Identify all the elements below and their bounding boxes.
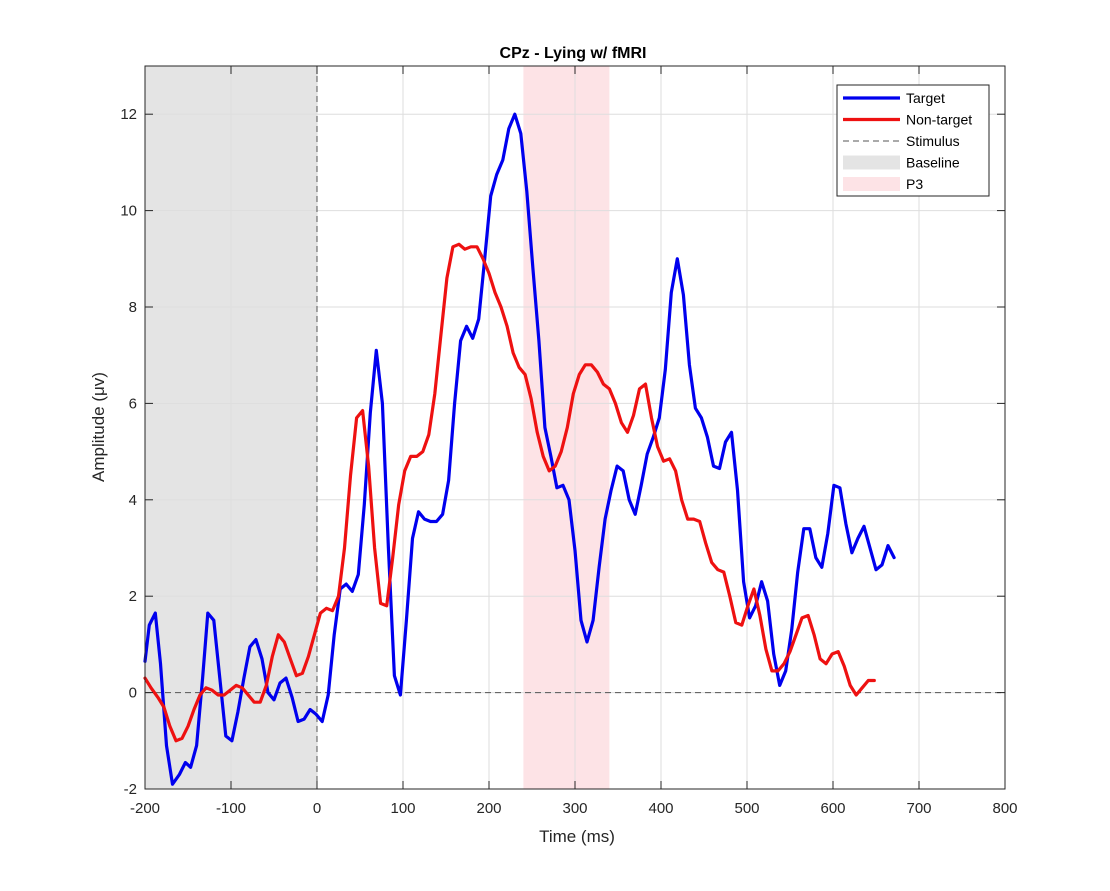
x-tick-label: -100 — [216, 800, 246, 817]
legend-label: Target — [906, 90, 945, 106]
y-tick-label: 2 — [129, 588, 137, 605]
chart-title: CPz - Lying w/ fMRI — [500, 45, 647, 62]
legend-swatch-patch — [843, 155, 900, 170]
legend-item: P3 — [843, 176, 923, 192]
series-nontarget-line — [143, 242, 876, 743]
y-tick-label: 0 — [129, 685, 137, 702]
legend-item: Stimulus — [843, 133, 960, 149]
legend-label: Baseline — [906, 155, 960, 171]
y-axis-title: Amplitude (μv) — [89, 372, 108, 482]
y-tick-label: 12 — [120, 106, 137, 123]
legend-label: Stimulus — [906, 133, 960, 149]
x-tick-label: 700 — [906, 800, 931, 817]
legend-item: Target — [843, 90, 945, 106]
x-tick-label: 200 — [476, 800, 501, 817]
x-tick-label: 100 — [390, 800, 415, 817]
y-tick-label: 6 — [129, 395, 137, 412]
y-tick-label: 8 — [129, 299, 137, 316]
legend-swatch-patch — [843, 177, 900, 191]
y-tick-label: 10 — [120, 203, 137, 220]
legend: Target Non-target Stimulus Baseline P3 — [836, 84, 990, 197]
x-tick-label: 500 — [734, 800, 759, 817]
x-tick-label: 800 — [992, 800, 1017, 817]
y-tick-label: -2 — [124, 781, 137, 798]
y-tick-label: 4 — [129, 492, 137, 509]
legend-label: Non-target — [906, 112, 972, 128]
x-tick-label: 400 — [648, 800, 673, 817]
x-tick-label: -200 — [130, 800, 160, 817]
legend-item: Non-target — [843, 112, 972, 128]
legend-item: Baseline — [843, 155, 960, 171]
x-tick-label: 300 — [562, 800, 587, 817]
x-tick-label: 600 — [820, 800, 845, 817]
x-tick-label: 0 — [313, 800, 321, 817]
legend-label: P3 — [906, 176, 923, 192]
x-axis-title: Time (ms) — [539, 827, 615, 846]
